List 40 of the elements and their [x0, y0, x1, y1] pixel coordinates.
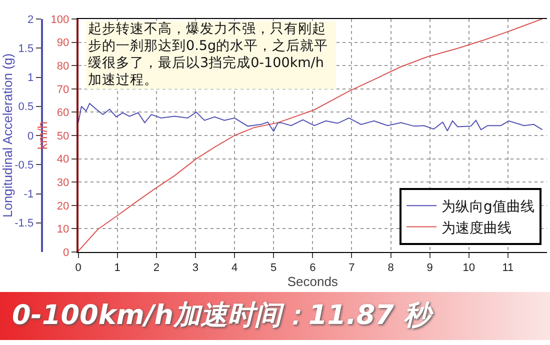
y2-tick-label: -1 [24, 188, 34, 201]
x-tick-label: 8 [388, 262, 394, 274]
x-tick-label: 1 [114, 262, 120, 274]
y-tick-label: 30 [56, 176, 70, 189]
x-tick-label: 4 [231, 262, 238, 274]
line-series [78, 19, 542, 252]
y-axis-title: km/h [35, 121, 50, 150]
x-tick-label: 10 [462, 262, 476, 274]
y-tick-label: 100 [50, 14, 70, 26]
y-tick-label: 10 [56, 224, 70, 236]
x-axis-title: Seconds [287, 274, 338, 290]
x-tick-label: 7 [348, 262, 355, 274]
legend-label: 为纵向g值曲线 [442, 199, 534, 216]
y-tick-label: 70 [56, 84, 70, 96]
line-series [78, 102, 543, 132]
y2-tick-label: -1.5 [14, 218, 34, 230]
y2-tick-label: 1 [27, 72, 34, 84]
y-tick-label: 90 [56, 37, 70, 50]
y-tick-label: 0 [62, 246, 70, 259]
y-tick-label: 40 [56, 154, 70, 166]
x-tick-label: 9 [426, 262, 433, 274]
y-tick-label: 80 [56, 60, 70, 72]
y-tick-label: 60 [56, 107, 70, 120]
y2-tick-label: 2 [27, 14, 34, 26]
x-tick-label: 5 [270, 262, 277, 274]
text: 0-100km/h加速时间：11.87 秒 [0, 292, 550, 340]
x-tick-label: 3 [192, 262, 199, 274]
x-tick-label: 6 [310, 262, 316, 274]
y2-tick-label: 0.5 [18, 101, 34, 114]
legend-label: 为速度曲线 [442, 220, 512, 236]
y2-tick-label: -0.5 [14, 159, 34, 172]
y2-tick-label: 1.5 [18, 42, 34, 55]
x-tick-label: 2 [153, 262, 160, 274]
x-tick-label: 11 [502, 262, 514, 274]
y-tick-label: 20 [56, 200, 70, 212]
annotation: 起步转速不高，爆发力不强，只有刚起步的一刹那达到0.5g的水平，之后就平缓很多了，最后以3挡完成0-100km/h加速过程。 [86, 21, 336, 89]
y2-tick-label: 0 [27, 130, 34, 142]
y2-axis-title: Longitudinal Acceleration (g) [0, 53, 15, 218]
y-tick-label: 50 [56, 130, 70, 142]
x-tick-label: 0 [75, 262, 82, 274]
